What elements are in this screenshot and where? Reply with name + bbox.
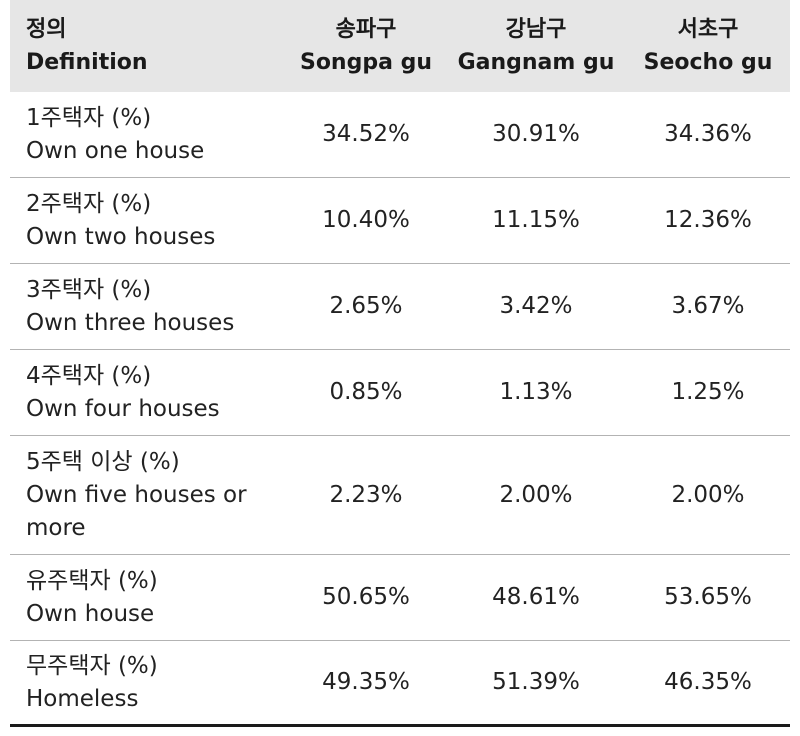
header-seocho: 서초구 Seocho gu <box>626 13 790 79</box>
row-definition-en: Own three houses <box>26 309 235 336</box>
cell-songpa: 50.65% <box>322 584 410 610</box>
table-row: 3주택자 (%) Own three houses 2.65% 3.42% 3.… <box>10 264 790 350</box>
row-definition: 2주택자 (%) Own two houses <box>10 188 286 254</box>
cell-gangnam: 1.13% <box>499 379 573 405</box>
cell-seocho: 46.35% <box>664 669 752 695</box>
row-definition-en: Own house <box>26 600 155 627</box>
cell-songpa: 0.85% <box>329 379 403 405</box>
header-definition: 정의 Definition <box>10 13 286 79</box>
row-definition: 5주택 이상 (%) Own five houses or more <box>10 446 286 545</box>
cell-gangnam: 2.00% <box>499 481 573 508</box>
cell-seocho: 53.65% <box>664 584 752 610</box>
cell-gangnam: 3.42% <box>499 293 573 319</box>
cell-gangnam: 30.91% <box>492 121 580 147</box>
cell-seocho: 12.36% <box>664 207 752 233</box>
row-definition-en: Own one house <box>26 137 205 164</box>
row-definition-en: Own four houses <box>26 395 220 422</box>
header-gangnam-ko: 강남구 <box>505 17 567 42</box>
row-definition: 1주택자 (%) Own one house <box>10 102 286 168</box>
row-definition-ko: 3주택자 (%) <box>26 276 152 303</box>
row-definition-en: Own two houses <box>26 223 216 250</box>
cell-seocho: 2.00% <box>671 481 745 508</box>
cell-seocho: 34.36% <box>664 121 752 147</box>
row-definition: 유주택자 (%) Own house <box>10 565 286 631</box>
row-definition-en: Homeless <box>26 685 139 712</box>
cell-songpa: 2.23% <box>329 481 403 508</box>
table-row: 5주택 이상 (%) Own five houses or more 2.23%… <box>10 436 790 555</box>
header-definition-ko: 정의 <box>26 17 67 42</box>
header-seocho-en: Seocho gu <box>643 50 773 75</box>
header-gangnam: 강남구 Gangnam gu <box>446 13 626 79</box>
row-definition-ko: 2주택자 (%) <box>26 190 152 217</box>
cell-seocho: 3.67% <box>671 293 745 319</box>
cell-seocho: 1.25% <box>671 379 745 405</box>
cell-songpa: 34.52% <box>322 121 410 147</box>
table-row: 무주택자 (%) Homeless 49.35% 51.39% 46.35% <box>10 641 790 727</box>
header-songpa-en: Songpa gu <box>299 50 433 75</box>
table-row: 4주택자 (%) Own four houses 0.85% 1.13% 1.2… <box>10 350 790 436</box>
cell-songpa: 2.65% <box>329 293 403 319</box>
header-gangnam-en: Gangnam gu <box>457 50 615 75</box>
row-definition: 무주택자 (%) Homeless <box>10 650 286 716</box>
table-row: 1주택자 (%) Own one house 34.52% 30.91% 34.… <box>10 92 790 178</box>
header-songpa-ko: 송파구 <box>335 17 397 42</box>
row-definition-en: Own five houses or <box>26 481 247 508</box>
table-row: 2주택자 (%) Own two houses 10.40% 11.15% 12… <box>10 178 790 264</box>
cell-songpa: 49.35% <box>322 669 410 695</box>
header-songpa: 송파구 Songpa gu <box>286 13 446 79</box>
row-definition: 4주택자 (%) Own four houses <box>10 360 286 426</box>
row-definition-ko: 유주택자 (%) <box>26 567 158 594</box>
row-definition-ko: 4주택자 (%) <box>26 362 152 389</box>
row-definition-en-cont: more <box>26 514 86 541</box>
header-definition-en: Definition <box>26 50 148 75</box>
cell-gangnam: 11.15% <box>492 207 580 233</box>
housing-ownership-table: 정의 Definition 송파구 Songpa gu 강남구 Gangnam … <box>10 0 790 727</box>
cell-songpa: 10.40% <box>322 207 410 233</box>
row-definition: 3주택자 (%) Own three houses <box>10 274 286 340</box>
row-definition-ko: 5주택 이상 (%) <box>26 448 180 475</box>
cell-gangnam: 48.61% <box>492 584 580 610</box>
header-seocho-ko: 서초구 <box>677 17 739 42</box>
row-definition-ko: 1주택자 (%) <box>26 104 152 131</box>
row-definition-ko: 무주택자 (%) <box>26 652 158 679</box>
table-row: 유주택자 (%) Own house 50.65% 48.61% 53.65% <box>10 555 790 641</box>
cell-gangnam: 51.39% <box>492 669 580 695</box>
table-header-row: 정의 Definition 송파구 Songpa gu 강남구 Gangnam … <box>10 0 790 92</box>
